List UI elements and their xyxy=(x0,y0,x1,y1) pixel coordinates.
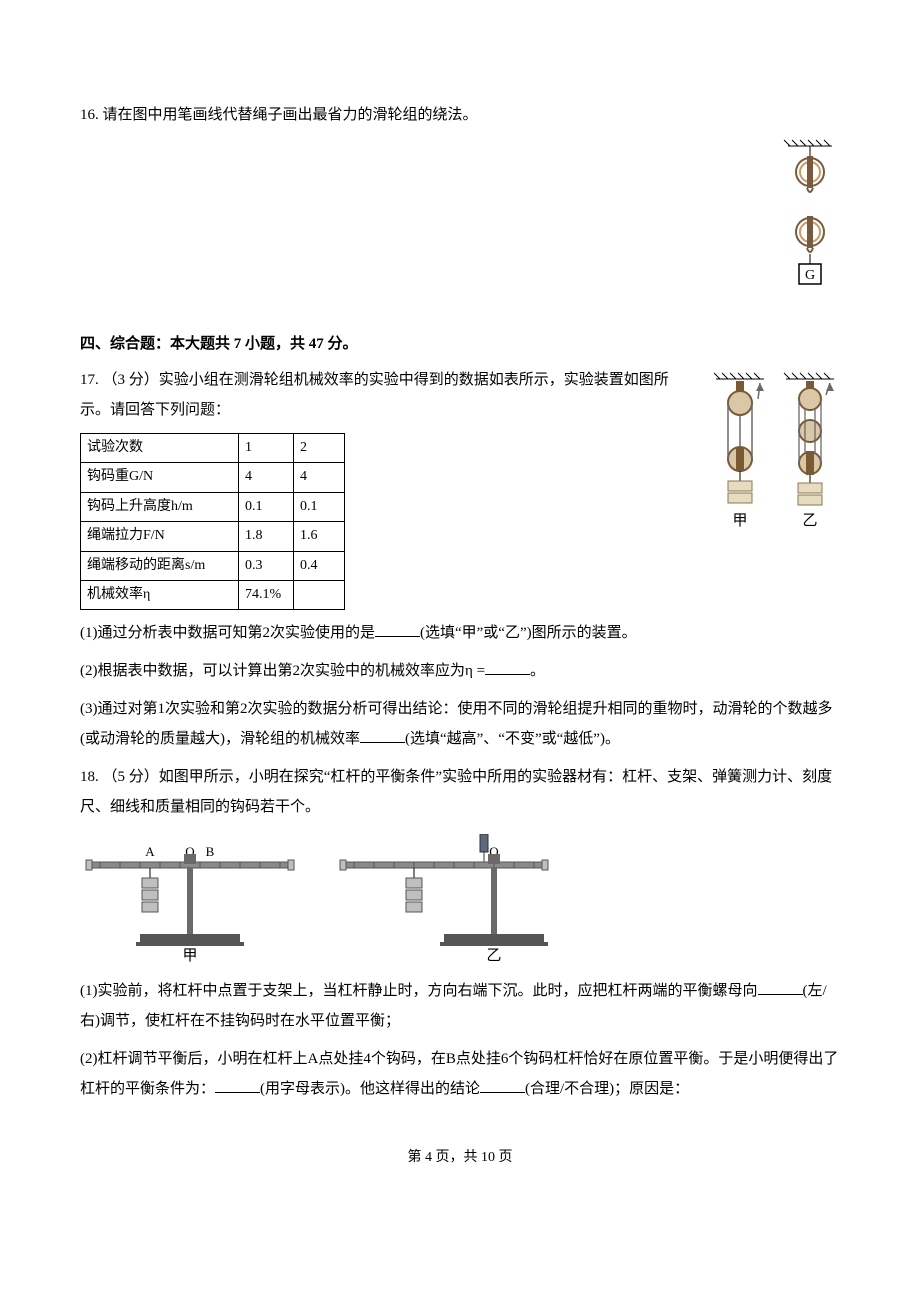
q16-text: 16. 请在图中用笔画线代替绳子画出最省力的滑轮组的绕法。 xyxy=(80,107,478,123)
page-footer: 第 4 页，共 10 页 xyxy=(80,1144,840,1172)
cell: 0.4 xyxy=(294,551,345,580)
q17-table: 试验次数 1 2 钩码重G/N 4 4 钩码上升高度h/m 0.1 0.1 绳端… xyxy=(80,433,345,610)
q16: 16. 请在图中用笔画线代替绳子画出最省力的滑轮组的绕法。 xyxy=(80,100,840,130)
text: (用字母表示)。他这样得出的结论 xyxy=(260,1081,480,1097)
table-row: 钩码上升高度h/m 0.1 0.1 xyxy=(81,492,345,521)
q17-p2: (2)根据表中数据，可以计算出第2次实验中的机械效率应为η = 。 xyxy=(80,656,840,686)
table-row: 钩码重G/N 4 4 xyxy=(81,463,345,492)
section4-heading: 四、综合题：本大题共 7 小题，共 47 分。 xyxy=(80,329,840,359)
text: (选填“越高”、“不变”或“越低”)。 xyxy=(405,731,620,747)
table-row: 试验次数 1 2 xyxy=(81,434,345,463)
q17-p1: (1)通过分析表中数据可知第2次实验使用的是 (选填“甲”或“乙”)图所示的装置。 xyxy=(80,618,840,648)
blank[interactable] xyxy=(480,1077,525,1093)
q17-label-jia: 甲 xyxy=(732,513,747,529)
cell: 0.1 xyxy=(239,492,294,521)
cell: 0.1 xyxy=(294,492,345,521)
cell: 绳端移动的距离s/m xyxy=(81,551,239,580)
cell: 1.6 xyxy=(294,522,345,551)
cell: 0.3 xyxy=(239,551,294,580)
cell: 1.8 xyxy=(239,522,294,551)
caption-jia: 甲 xyxy=(182,948,197,964)
table-row: 机械效率η 74.1% xyxy=(81,580,345,609)
cell: 2 xyxy=(294,434,345,463)
blank[interactable] xyxy=(360,727,405,743)
q18-p2: (2)杠杆调节平衡后，小明在杠杆上A点处挂4个钩码，在B点处挂6个钩码杠杆恰好在… xyxy=(80,1044,840,1104)
q17-diagram: 甲 乙 xyxy=(710,369,840,570)
blank[interactable] xyxy=(375,621,420,637)
cell: 钩码重G/N xyxy=(81,463,239,492)
table-row: 绳端拉力F/N 1.8 1.6 xyxy=(81,522,345,551)
q18-p1: (1)实验前，将杠杆中点置于支架上，当杠杆静止时，方向右端下沉。此时，应把杠杆两… xyxy=(80,976,840,1036)
q17-label-yi: 乙 xyxy=(802,513,817,529)
blank[interactable] xyxy=(215,1077,260,1093)
q16-box-label: G xyxy=(805,268,815,283)
blank[interactable] xyxy=(758,979,803,995)
q17-p3: (3)通过对第1次实验和第2次实验的数据分析可得出结论：使用不同的滑轮组提升相同… xyxy=(80,694,840,754)
text: (选填“甲”或“乙”)图所示的装置。 xyxy=(420,625,637,641)
text: (1)实验前，将杠杆中点置于支架上，当杠杆静止时，方向右端下沉。此时，应把杠杆两… xyxy=(80,983,758,999)
q18-lead: 18. （5 分）如图甲所示，小明在探究“杠杆的平衡条件”实验中所用的实验器材有… xyxy=(80,762,840,822)
cell: 4 xyxy=(239,463,294,492)
text: (合理/不合理)；原因是： xyxy=(525,1081,689,1097)
blank[interactable] xyxy=(485,659,530,675)
label-A: A xyxy=(145,844,155,859)
cell: 机械效率η xyxy=(81,580,239,609)
q18-diagram: A O B 甲 O xyxy=(80,834,840,964)
label-B: B xyxy=(206,844,215,859)
text: (1)通过分析表中数据可知第2次实验使用的是 xyxy=(80,625,375,641)
cell: 74.1% xyxy=(239,580,294,609)
cell: 钩码上升高度h/m xyxy=(81,492,239,521)
caption-yi: 乙 xyxy=(486,948,501,964)
cell xyxy=(294,580,345,609)
cell: 1 xyxy=(239,434,294,463)
cell: 绳端拉力F/N xyxy=(81,522,239,551)
table-row: 绳端移动的距离s/m 0.3 0.4 xyxy=(81,551,345,580)
text: 。 xyxy=(530,663,545,679)
q16-diagram: G xyxy=(780,138,840,309)
text: (2)根据表中数据，可以计算出第2次实验中的机械效率应为η = xyxy=(80,663,485,679)
cell: 试验次数 xyxy=(81,434,239,463)
cell: 4 xyxy=(294,463,345,492)
